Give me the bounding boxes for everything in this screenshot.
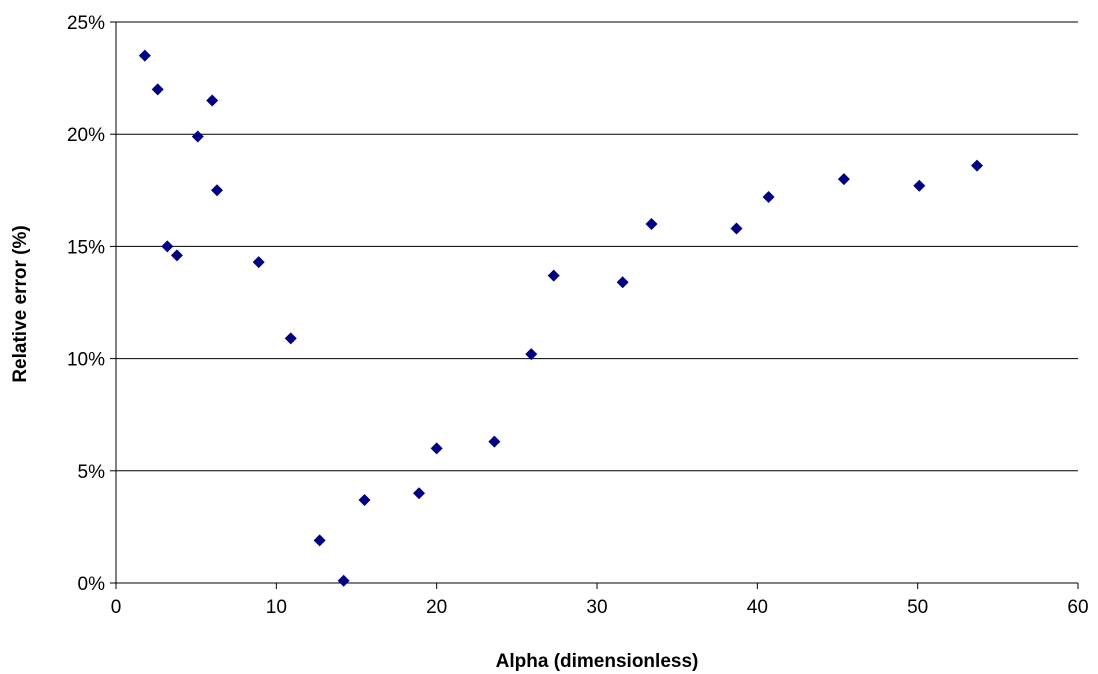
axes [110, 21, 1079, 589]
data-point [488, 435, 501, 448]
x-tick-label: 50 [907, 597, 928, 618]
data-point [358, 493, 371, 506]
data-point [211, 184, 224, 197]
x-axis-title: Alpha (dimensionless) [496, 651, 699, 672]
data-point [151, 83, 164, 96]
gridlines [116, 21, 1078, 472]
x-tick-label: 60 [1067, 597, 1088, 618]
data-point [191, 130, 204, 143]
data-point [170, 249, 183, 262]
x-tick-label: 10 [266, 597, 287, 618]
y-axis-title: Relative error (%) [10, 225, 31, 382]
data-point [762, 191, 775, 204]
data-point [284, 332, 297, 345]
data-point [645, 217, 658, 230]
data-point [161, 240, 174, 253]
y-tick-label: 15% [67, 237, 105, 258]
x-tick-label: 40 [747, 597, 768, 618]
data-point [616, 276, 629, 289]
x-tick-label: 30 [586, 597, 607, 618]
data-point [730, 222, 743, 235]
data-point [525, 348, 538, 361]
y-tick-label: 5% [78, 462, 106, 483]
data-point [206, 94, 219, 107]
data-point [837, 173, 850, 186]
x-tick-label: 0 [111, 597, 122, 618]
data-point [970, 159, 983, 172]
data-point [313, 534, 326, 547]
data-point [413, 487, 426, 500]
data-point [337, 574, 350, 587]
tick-labels: 0% 5% 10% 15% 20% 25% 0 10 20 30 40 50 60 [67, 13, 1089, 618]
data-point [913, 179, 926, 192]
data-point [252, 256, 265, 269]
data-points [138, 49, 983, 587]
data-point [430, 442, 443, 455]
data-point [547, 269, 560, 282]
data-point [138, 49, 151, 62]
y-tick-label: 0% [78, 574, 106, 595]
y-tick-label: 20% [67, 125, 105, 146]
x-tick-label: 20 [426, 597, 447, 618]
y-tick-label: 25% [67, 13, 105, 34]
y-tick-label: 10% [67, 350, 105, 371]
